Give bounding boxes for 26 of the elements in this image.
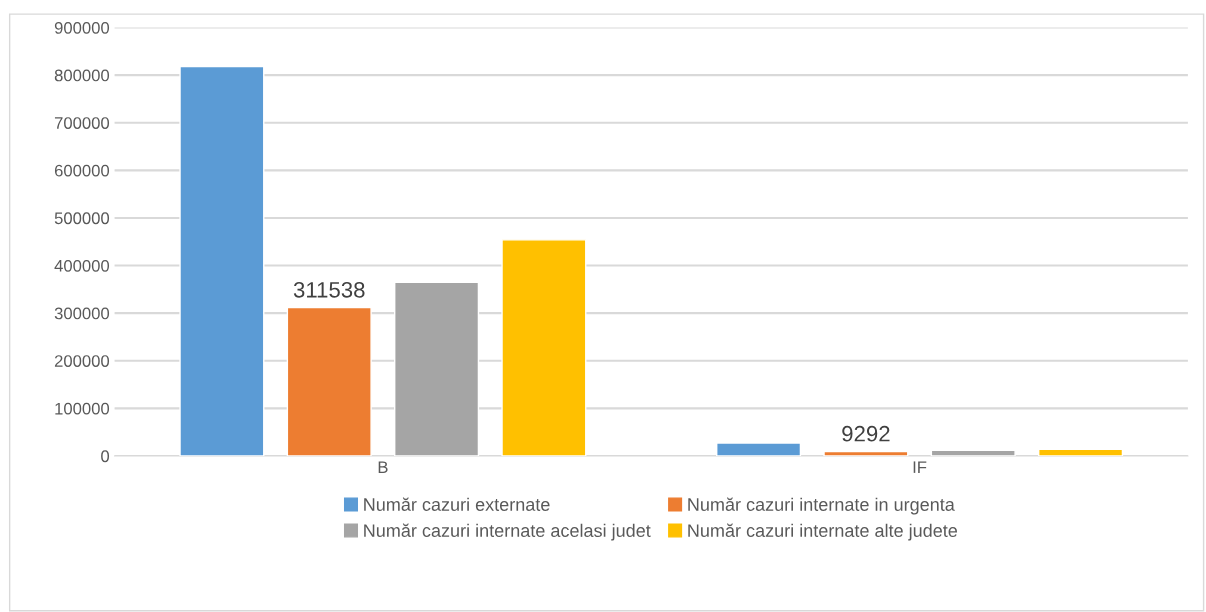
y-tick-label: 500000 <box>54 212 110 225</box>
data-label: 311538 <box>293 281 365 298</box>
y-tick-label: 200000 <box>54 355 110 367</box>
bar <box>1038 448 1124 456</box>
legend-label: Număr cazuri internate acelasi judet <box>364 523 651 541</box>
legend-label: Număr cazuri externate <box>364 497 550 511</box>
bar <box>286 306 372 456</box>
bar <box>716 442 802 456</box>
legend-label: Număr cazuri internate alte judete <box>688 523 958 541</box>
y-tick-label: 800000 <box>54 69 110 82</box>
data-label: 9292 <box>842 425 890 442</box>
bar <box>823 450 909 456</box>
y-tick-label: 900000 <box>54 21 110 34</box>
y-tick-label: 300000 <box>54 307 110 320</box>
legend-label: Număr cazuri internate in urgenta <box>688 497 955 515</box>
bar <box>501 239 587 456</box>
y-tick-label: 400000 <box>54 259 110 272</box>
bar <box>930 449 1016 456</box>
bar <box>179 65 265 456</box>
y-tick-label: 600000 <box>54 164 110 177</box>
x-tick-label: B <box>378 461 388 473</box>
y-tick-label: 0 <box>101 450 110 463</box>
y-tick-label: 700000 <box>54 117 110 129</box>
x-tick-label: IF <box>913 461 927 473</box>
y-tick-label: 100000 <box>55 402 110 415</box>
bar <box>394 281 480 456</box>
